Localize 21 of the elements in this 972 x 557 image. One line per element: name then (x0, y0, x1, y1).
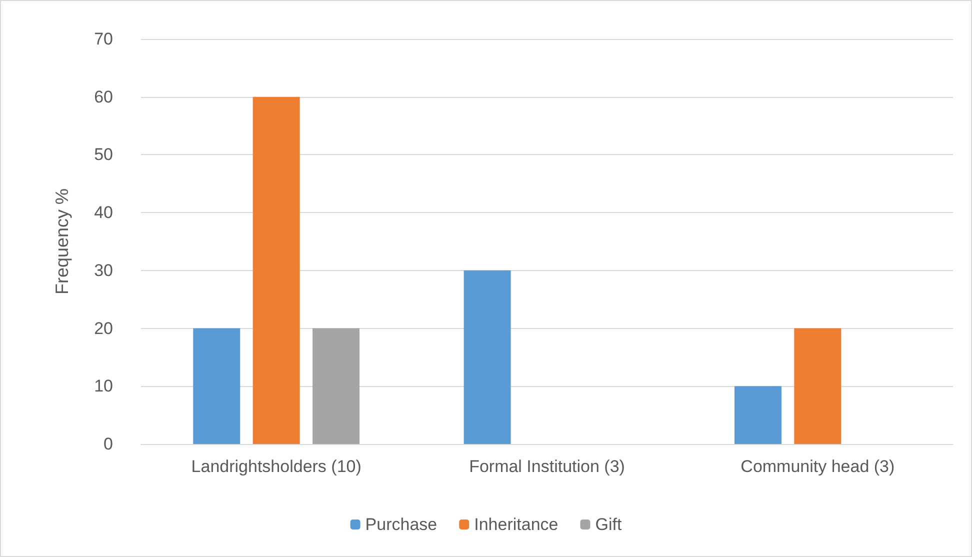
legend-label: Inheritance (474, 515, 558, 534)
y-tick-label: 40 (94, 203, 113, 222)
y-axis-title: Frequency % (52, 188, 72, 295)
y-tick-label: 20 (94, 318, 113, 338)
y-tick-label: 50 (94, 145, 113, 164)
bar (794, 328, 842, 444)
legend-label: Purchase (365, 515, 438, 534)
legend-label: Gift (595, 515, 622, 534)
y-tick-label: 10 (94, 376, 113, 396)
bar (734, 386, 782, 444)
y-tick-label: 0 (104, 434, 113, 454)
bar (193, 328, 240, 444)
y-tick-label: 30 (94, 260, 113, 280)
bar (464, 270, 511, 444)
bar (252, 96, 300, 444)
y-tick-label: 70 (94, 30, 113, 48)
bar (312, 328, 360, 444)
x-tick-label: Formal Institution (3) (469, 457, 625, 476)
y-tick-label: 60 (94, 87, 113, 106)
x-tick-label: Community head (3) (740, 457, 895, 476)
x-tick-label: Landrightsholders (10) (191, 457, 362, 476)
